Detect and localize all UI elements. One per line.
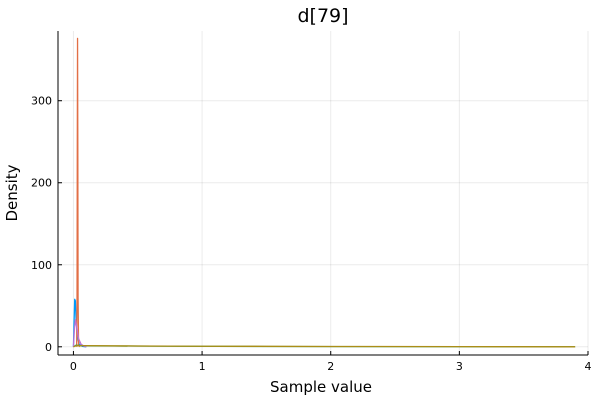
y-tick-label: 0: [45, 341, 52, 354]
grid: [58, 31, 589, 355]
series-line-5: [73, 344, 576, 348]
ticks: 0 1 2 3 4 0 100 200 300: [31, 95, 592, 373]
x-tick-label: 0: [70, 360, 77, 373]
y-axis-label: Density: [3, 164, 21, 221]
chart-title: d[79]: [297, 5, 348, 27]
y-tick-label: 100: [31, 259, 52, 272]
x-tick-label: 1: [199, 360, 206, 373]
y-tick-label: 300: [31, 95, 52, 108]
x-axis-label: Sample value: [270, 378, 372, 396]
series-line-4: [72, 319, 87, 348]
x-tick-label: 2: [327, 360, 334, 373]
series-group: [72, 37, 576, 348]
series-line-2: [76, 37, 81, 348]
y-tick-label: 200: [31, 177, 52, 190]
axes: [57, 31, 588, 356]
x-tick-label: 4: [585, 360, 592, 373]
x-tick-label: 3: [456, 360, 463, 373]
